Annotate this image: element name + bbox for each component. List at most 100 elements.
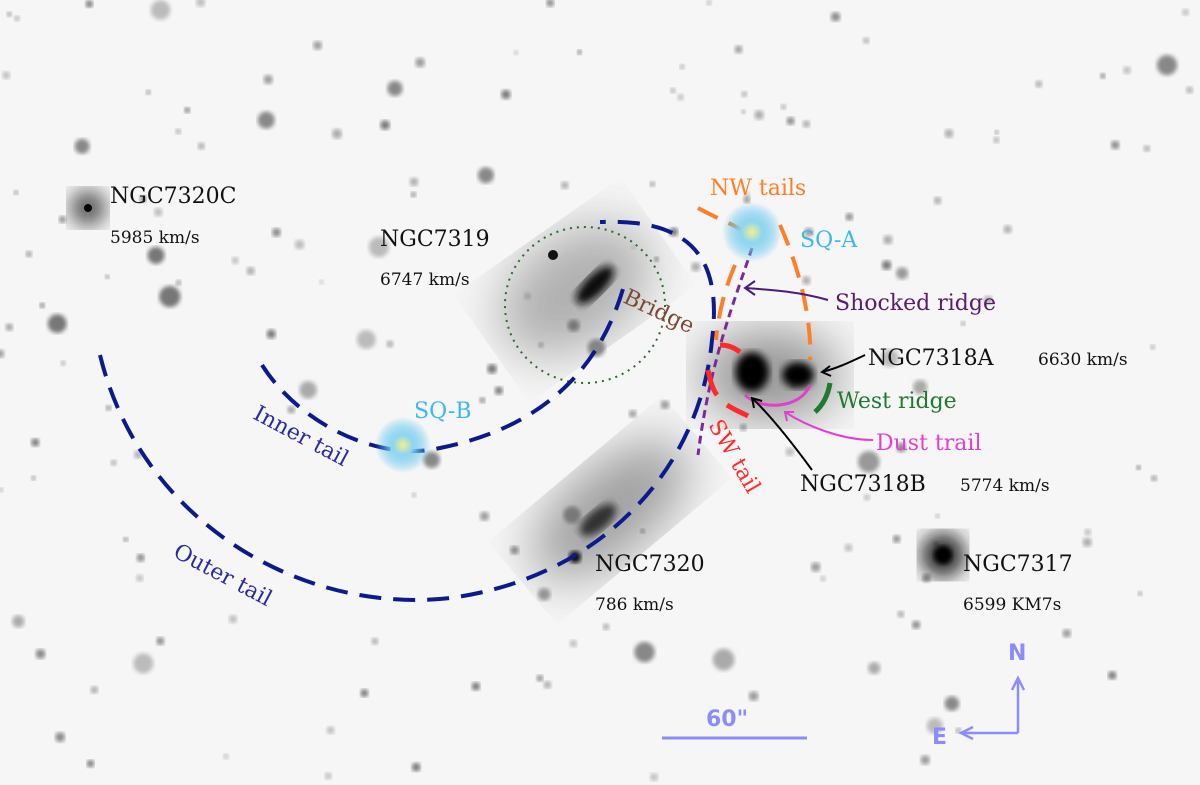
star (105, 274, 110, 279)
star (845, 213, 854, 221)
star (650, 773, 658, 781)
star (1151, 475, 1157, 482)
star (1136, 465, 1141, 470)
sw-tail-label: SW tail (703, 416, 765, 498)
star (935, 513, 940, 519)
star (184, 107, 191, 113)
star (863, 37, 870, 44)
star (332, 128, 342, 139)
star (368, 236, 389, 258)
star (1100, 73, 1106, 79)
star (153, 207, 163, 217)
star (786, 117, 795, 125)
star (145, 89, 151, 95)
star (1150, 344, 1156, 350)
star (892, 535, 901, 543)
star (380, 120, 390, 130)
ngc7317-label: NGC7317 (963, 552, 1073, 577)
star (748, 691, 759, 701)
star (479, 511, 490, 521)
star (863, 494, 871, 501)
star (494, 386, 503, 395)
star (994, 130, 999, 135)
star (577, 49, 582, 55)
star (654, 256, 659, 262)
scale-bar-label: 60" (706, 707, 748, 732)
star (263, 74, 273, 85)
star (912, 620, 921, 630)
star (175, 128, 181, 135)
star (13, 190, 19, 196)
star (811, 562, 821, 572)
star (31, 438, 40, 447)
inner-tail-curve (260, 277, 628, 453)
star (39, 302, 45, 308)
star (1062, 629, 1071, 638)
west-ridge-arc (813, 382, 833, 414)
star (85, 0, 94, 8)
star (231, 256, 239, 264)
star (1137, 591, 1143, 596)
star (513, 50, 519, 55)
star (944, 696, 960, 711)
star (804, 227, 814, 237)
star (477, 167, 494, 184)
star (139, 195, 147, 203)
star (546, 0, 555, 7)
ngc7320c-velocity: 5985 km/s (110, 228, 200, 248)
star (287, 406, 295, 414)
star (561, 181, 569, 190)
ngc7318a-velocity: 6630 km/s (1038, 350, 1128, 370)
star (59, 216, 66, 223)
star (820, 575, 826, 582)
star (136, 574, 144, 582)
star (669, 227, 679, 237)
star (1156, 55, 1178, 76)
star (5, 323, 13, 331)
star (1084, 528, 1092, 536)
star (319, 279, 324, 285)
star (123, 537, 129, 542)
star (324, 772, 332, 780)
star (679, 64, 685, 70)
star (844, 543, 853, 552)
star (536, 674, 544, 682)
star (955, 727, 962, 734)
star (371, 637, 379, 645)
star (922, 574, 931, 583)
star (2, 71, 11, 80)
star (136, 553, 145, 562)
star (933, 196, 942, 205)
galaxy-glows (70, 190, 965, 581)
star (156, 637, 165, 646)
star (86, 759, 95, 768)
star (628, 410, 637, 418)
star (223, 753, 229, 759)
star (175, 280, 182, 286)
star (857, 451, 880, 473)
star (868, 662, 881, 675)
star (830, 12, 841, 22)
star (299, 381, 317, 399)
star (896, 267, 909, 280)
ngc7320-label: NGC7320 (595, 552, 705, 577)
star (415, 57, 425, 68)
star (35, 649, 46, 659)
star (47, 314, 67, 333)
star (744, 192, 750, 198)
star (110, 459, 117, 466)
shocked-ridge-line (696, 247, 754, 456)
star (983, 295, 993, 305)
star (754, 110, 764, 120)
star (883, 235, 893, 245)
star (257, 111, 275, 129)
star (780, 104, 787, 110)
star (197, 142, 205, 150)
bridge-region-outline (504, 226, 666, 384)
ngc7318b-velocity: 5774 km/s (960, 476, 1050, 496)
dust-trail-label: Dust trail (876, 431, 981, 456)
star (0, 349, 5, 358)
star (802, 276, 811, 285)
star (411, 492, 417, 498)
